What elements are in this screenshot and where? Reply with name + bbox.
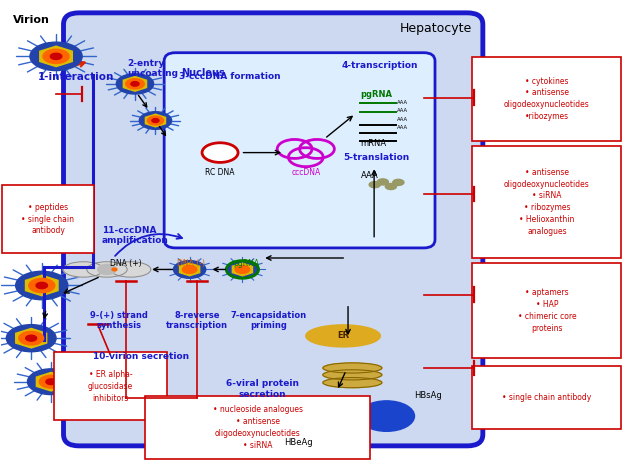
Text: mRNA: mRNA xyxy=(360,139,386,148)
Ellipse shape xyxy=(63,262,104,277)
Ellipse shape xyxy=(125,79,144,89)
Text: • single chain antibody: • single chain antibody xyxy=(502,393,592,402)
Ellipse shape xyxy=(19,331,44,345)
Text: 6-viral protein
secretion: 6-viral protein secretion xyxy=(226,379,299,399)
Polygon shape xyxy=(124,77,147,91)
Text: • aptamers
• HAP
• chimeric core
proteins: • aptamers • HAP • chimeric core protein… xyxy=(517,289,576,333)
Text: • cytokines
• antisense
oligodeoxynucleotides
•ribozymes: • cytokines • antisense oligodeoxynucleo… xyxy=(504,77,590,121)
Ellipse shape xyxy=(309,409,319,414)
Text: 9-(+) strand
synthesis: 9-(+) strand synthesis xyxy=(90,311,149,330)
Text: HBsAg: HBsAg xyxy=(414,391,442,400)
Ellipse shape xyxy=(46,379,56,384)
Text: DNA (+): DNA (+) xyxy=(110,259,142,268)
Text: 4-transcription: 4-transcription xyxy=(342,61,418,70)
Text: pgRNA: pgRNA xyxy=(360,89,392,99)
Polygon shape xyxy=(180,263,200,276)
Ellipse shape xyxy=(16,271,68,300)
Text: AAA: AAA xyxy=(397,117,408,122)
Ellipse shape xyxy=(359,401,414,431)
FancyBboxPatch shape xyxy=(54,352,167,420)
Ellipse shape xyxy=(318,402,328,408)
Ellipse shape xyxy=(98,264,116,275)
Polygon shape xyxy=(145,114,165,127)
Ellipse shape xyxy=(275,403,321,429)
Text: Virion: Virion xyxy=(12,15,49,25)
Ellipse shape xyxy=(278,407,288,412)
Text: RC DNA: RC DNA xyxy=(205,168,235,177)
Polygon shape xyxy=(232,263,253,276)
Text: 10-virion secretion: 10-virion secretion xyxy=(94,352,190,361)
Ellipse shape xyxy=(110,262,151,277)
FancyBboxPatch shape xyxy=(472,263,622,358)
Text: • ER alpha-
glucosidase
inhibitors: • ER alpha- glucosidase inhibitors xyxy=(88,370,133,402)
Ellipse shape xyxy=(323,363,382,373)
Text: • antisense
oligodeoxynucleotides
• siRNA
• ribozymes
• Helioxanthin
analogues: • antisense oligodeoxynucleotides • siRN… xyxy=(504,168,590,236)
Ellipse shape xyxy=(26,335,37,341)
Ellipse shape xyxy=(39,375,63,388)
Ellipse shape xyxy=(306,325,381,347)
FancyBboxPatch shape xyxy=(2,185,94,253)
Ellipse shape xyxy=(87,262,127,277)
Text: AAA: AAA xyxy=(397,108,408,113)
Text: Nucleus: Nucleus xyxy=(182,68,225,78)
Text: 2-entry
uncoating: 2-entry uncoating xyxy=(127,59,178,78)
Ellipse shape xyxy=(152,118,159,123)
Ellipse shape xyxy=(43,49,69,64)
Text: pgRNA: pgRNA xyxy=(234,259,260,268)
Ellipse shape xyxy=(235,266,250,273)
Polygon shape xyxy=(36,372,66,391)
Ellipse shape xyxy=(378,179,388,185)
Text: 5-translation: 5-translation xyxy=(343,153,409,162)
Ellipse shape xyxy=(182,266,197,273)
Ellipse shape xyxy=(51,53,62,59)
Ellipse shape xyxy=(112,268,117,271)
Ellipse shape xyxy=(131,82,139,86)
Ellipse shape xyxy=(392,179,404,185)
Ellipse shape xyxy=(369,182,381,188)
Text: AAA: AAA xyxy=(397,125,408,130)
Text: AAA: AAA xyxy=(397,100,408,105)
Ellipse shape xyxy=(27,369,75,395)
Ellipse shape xyxy=(323,378,382,388)
Text: 11-cccDNA
amplification: 11-cccDNA amplification xyxy=(102,226,169,245)
Ellipse shape xyxy=(385,183,396,189)
Ellipse shape xyxy=(202,143,238,162)
FancyBboxPatch shape xyxy=(472,57,622,141)
Text: 1-interaction: 1-interaction xyxy=(37,72,114,83)
Polygon shape xyxy=(40,46,72,66)
Text: ER: ER xyxy=(337,331,349,340)
Ellipse shape xyxy=(323,370,382,380)
FancyBboxPatch shape xyxy=(472,366,622,429)
Ellipse shape xyxy=(173,260,206,278)
FancyBboxPatch shape xyxy=(145,396,371,459)
Polygon shape xyxy=(16,328,47,348)
Ellipse shape xyxy=(36,282,47,289)
FancyBboxPatch shape xyxy=(64,13,483,446)
Ellipse shape xyxy=(268,402,278,408)
Text: Hepatocyte: Hepatocyte xyxy=(400,22,472,35)
FancyBboxPatch shape xyxy=(164,53,435,248)
Text: 7-encapsidation
priming: 7-encapsidation priming xyxy=(230,311,306,330)
Ellipse shape xyxy=(147,116,163,125)
Ellipse shape xyxy=(30,42,82,71)
Ellipse shape xyxy=(293,402,303,408)
Text: DNA (-): DNA (-) xyxy=(177,259,205,268)
FancyBboxPatch shape xyxy=(472,146,622,258)
Text: AAA: AAA xyxy=(361,171,378,180)
Text: 8-reverse
transcription: 8-reverse transcription xyxy=(166,311,228,330)
Ellipse shape xyxy=(227,260,258,278)
Text: • nucleoside analogues
• antisense
oligodeoxynucleotides
• siRNA: • nucleoside analogues • antisense oligo… xyxy=(213,405,303,450)
Ellipse shape xyxy=(116,74,154,94)
Text: • peptides
• single chain
antibody: • peptides • single chain antibody xyxy=(21,203,74,236)
Text: 3-cccDNA formation: 3-cccDNA formation xyxy=(179,72,281,82)
Ellipse shape xyxy=(139,112,172,130)
Text: HBeAg: HBeAg xyxy=(284,437,313,447)
Text: cccDNA: cccDNA xyxy=(291,168,320,177)
Polygon shape xyxy=(26,275,58,296)
Ellipse shape xyxy=(29,278,55,293)
Ellipse shape xyxy=(6,325,56,352)
